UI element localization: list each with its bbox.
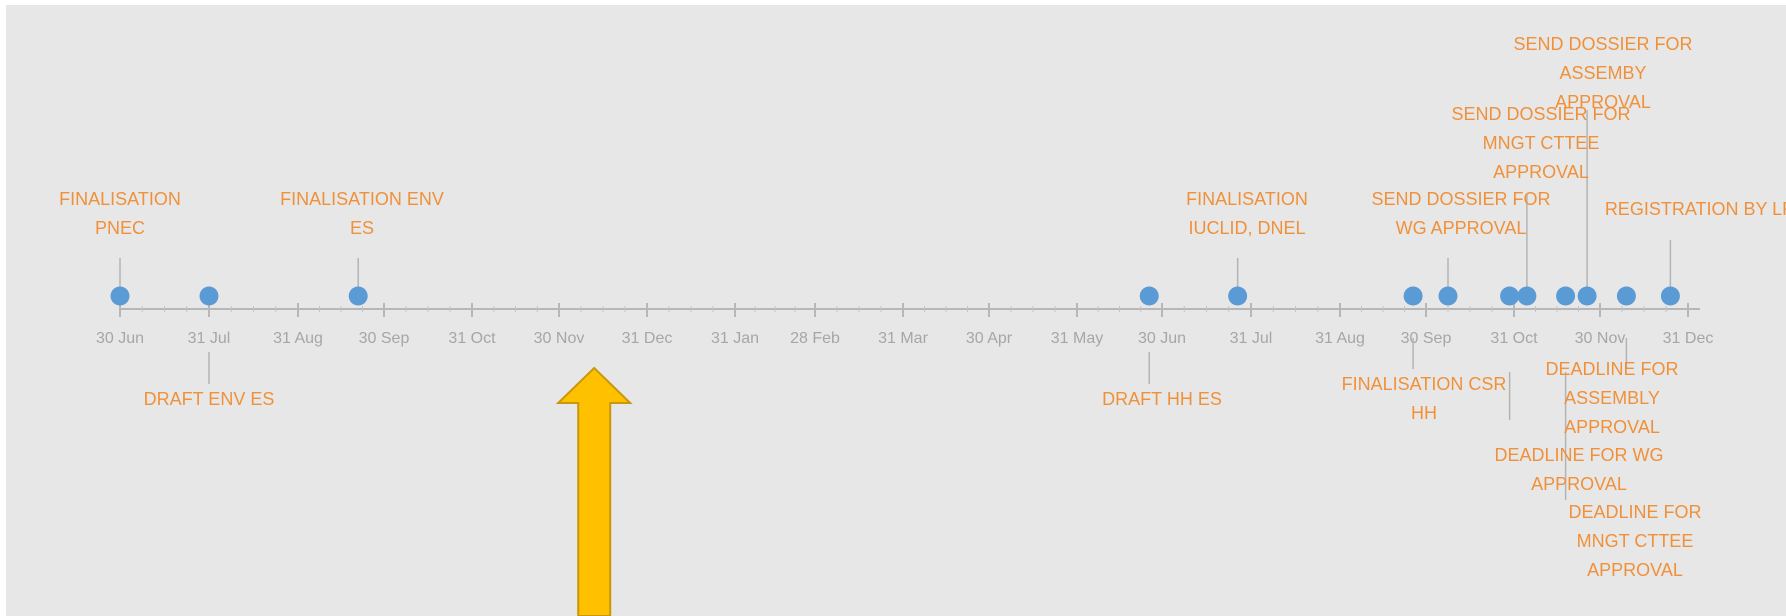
event-marker bbox=[348, 286, 368, 306]
axis-tick-label: 30 Sep bbox=[359, 330, 410, 347]
axis-tick-labels: 30 Jun 31 Jul 31 Aug 30 Sep 31 Oct 30 Nov 31 D… bbox=[96, 330, 1713, 347]
event-marker bbox=[1139, 286, 1159, 306]
event-label: FINALISATION PNEC bbox=[59, 189, 181, 238]
axis-tick-label: 31 Dec bbox=[622, 330, 673, 347]
axis-tick-label: 31 Oct bbox=[1490, 330, 1538, 347]
event-label: SEND DOSSIER FOR MNGT CTTEE APPROVAL bbox=[1451, 104, 1630, 182]
axis-tick-label: 30 Jun bbox=[1138, 330, 1186, 347]
axis-tick-label: 31 Oct bbox=[448, 330, 496, 347]
axis-tick-label: 28 Feb bbox=[790, 330, 840, 347]
axis-tick-label: 31 Jan bbox=[711, 330, 759, 347]
event-marker bbox=[1517, 286, 1537, 306]
up-arrow-icon bbox=[555, 366, 633, 616]
event-label: REGISTRATION BY LR bbox=[1605, 199, 1786, 219]
axis-tick-label: 31 Aug bbox=[273, 330, 323, 347]
axis-tick-label: 31 May bbox=[1051, 330, 1103, 347]
event-label: FINALISATION CSR HH bbox=[1342, 374, 1507, 423]
axis-tick-label: 30 Apr bbox=[966, 330, 1013, 347]
axis-tick-label: 30 Jun bbox=[96, 330, 144, 347]
event-label: DEADLINE FOR MNGT CTTEE APPROVAL bbox=[1568, 502, 1701, 580]
axis-tick-label: 31 Mar bbox=[878, 330, 928, 347]
axis-tick-label: 31 Aug bbox=[1315, 330, 1365, 347]
event-label: SEND DOSSIER FOR ASSEMBY APPROVAL bbox=[1513, 34, 1692, 112]
event-marker bbox=[1616, 286, 1636, 306]
axis-tick-label: 30 Nov bbox=[1575, 330, 1626, 347]
event-marker bbox=[1577, 286, 1597, 306]
event-marker bbox=[1438, 286, 1458, 306]
event-marker bbox=[110, 286, 130, 306]
event-marker bbox=[1556, 286, 1576, 306]
event-marker bbox=[199, 286, 219, 306]
axis-tick-label: 31 Jul bbox=[188, 330, 231, 347]
event-label: DRAFT ENV ES bbox=[144, 389, 275, 409]
event-marker bbox=[1500, 286, 1520, 306]
axis-tick-label: 31 Jul bbox=[1230, 330, 1273, 347]
event-label: DRAFT HH ES bbox=[1102, 389, 1222, 409]
axis-tick-label: 30 Sep bbox=[1401, 330, 1452, 347]
event-label: DEADLINE FOR ASSEMBLY APPROVAL bbox=[1545, 359, 1678, 437]
event-label: FINALISATION ENV ES bbox=[280, 189, 444, 238]
axis-tick-label: 31 Dec bbox=[1663, 330, 1714, 347]
event-marker bbox=[1228, 286, 1248, 306]
event-leader-lines bbox=[119, 110, 1672, 500]
chart-background bbox=[6, 5, 1786, 616]
event-marker bbox=[1403, 286, 1423, 306]
annotation bbox=[555, 366, 633, 616]
event-label: DEADLINE FOR WG APPROVAL bbox=[1494, 445, 1663, 494]
event-label: FINALISATION IUCLID, DNEL bbox=[1186, 189, 1308, 238]
event-labels: FINALISATION PNEC DRAFT ENV ES FINALISATION… bbox=[59, 34, 1786, 580]
event-marker bbox=[1660, 286, 1680, 306]
axis-tick-label: 30 Nov bbox=[534, 330, 585, 347]
event-label: SEND DOSSIER FOR WG APPROVAL bbox=[1371, 189, 1550, 238]
event-markers bbox=[110, 286, 1680, 306]
